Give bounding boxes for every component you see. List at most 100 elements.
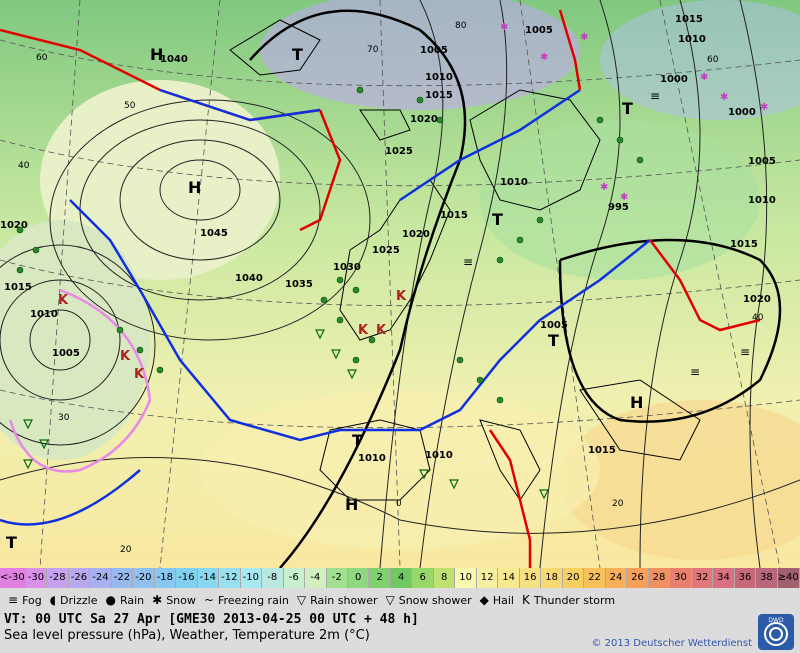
graticule-label: 50 — [124, 101, 136, 111]
legend-symbol-icon: ▽ — [385, 593, 395, 607]
temp-scale-cell: -8 — [262, 568, 284, 588]
legend-symbol-icon: ~ — [203, 593, 214, 607]
temp-scale-cell: 10 — [455, 568, 477, 588]
legend-symbol-icon: ✱ — [152, 593, 163, 607]
isobar-label: 1020 — [743, 294, 771, 305]
svg-text:≡: ≡ — [463, 255, 473, 269]
legend-item: ≡ Fog — [8, 593, 42, 607]
isobar-label: 1015 — [730, 239, 758, 250]
isobar-label: 1015 — [588, 445, 616, 456]
isobar-label: 1030 — [333, 262, 361, 273]
temp-scale-cell: 2 — [369, 568, 391, 588]
valid-time: VT: 00 UTC Sa 27 Apr [GME30 2013-04-25 0… — [4, 612, 419, 627]
isobar-label: 1015 — [425, 90, 453, 101]
svg-text:K: K — [358, 323, 369, 338]
isobar-label: 1010 — [500, 177, 528, 188]
isobar-label: 1005 — [748, 156, 776, 167]
temp-scale-cell: 36 — [734, 568, 757, 588]
isobar-label: 1000 — [728, 107, 756, 118]
legend-symbol-icon: ◆ — [479, 593, 489, 607]
temp-scale-cell: 18 — [541, 568, 563, 588]
temp-scale-cell: 22 — [584, 568, 606, 588]
legend-label: Rain shower — [310, 593, 378, 607]
svg-text:K: K — [396, 289, 407, 304]
graticule-label: 60 — [707, 55, 719, 65]
isobar-label: 1005 — [525, 25, 553, 36]
temp-scale-cell: ≥40 °C — [777, 568, 800, 603]
low-pressure-label: T — [352, 431, 363, 450]
map-footer: VT: 00 UTC Sa 27 Apr [GME30 2013-04-25 0… — [0, 612, 800, 653]
legend-item: ~ Freezing rain — [204, 593, 289, 607]
isobar-label: 1005 — [52, 348, 80, 359]
legend-symbol-icon: ● — [105, 593, 116, 607]
low-pressure-label: T — [548, 331, 559, 350]
high-pressure-label: H — [345, 495, 358, 514]
temp-scale-cell: 6 — [412, 568, 434, 588]
legend-label: Snow shower — [398, 593, 472, 607]
isobar-label: 1045 — [200, 228, 228, 239]
legend-label: Snow — [166, 593, 196, 607]
temp-scale-cell: 34 — [713, 568, 735, 588]
isobar-label: 1010 — [425, 450, 453, 461]
temp-scale-cell: -14 — [197, 568, 220, 588]
temp-scale-cell: 26 — [627, 568, 649, 588]
legend-label: Drizzle — [60, 593, 98, 607]
svg-text:≡: ≡ — [650, 89, 660, 103]
legend-item: ▽ Snow shower — [385, 593, 471, 607]
isobar-label: 1040 — [160, 54, 188, 65]
logo-text: DWD — [768, 617, 784, 624]
legend-symbol-icon: K — [521, 593, 530, 607]
isobar-label: 1020 — [410, 114, 438, 125]
legend-label: Fog — [22, 593, 42, 607]
temp-scale-cell: -24 — [90, 568, 112, 588]
svg-text:K: K — [58, 293, 69, 308]
svg-text:✱: ✱ — [760, 102, 768, 113]
weather-legend: ≡ Fog ◖ Drizzle ● Rain ✱ Snow ~ Freezing rain ▽ Rai… — [0, 588, 800, 612]
low-pressure-label: T — [622, 99, 633, 118]
temp-scale-cell: -28 — [47, 568, 69, 588]
graticule-label: 40 — [18, 161, 30, 171]
legend-item: ✱ Snow — [152, 593, 196, 607]
legend-item: ● Rain — [105, 593, 144, 607]
temp-scale-cell: -4 — [305, 568, 327, 588]
svg-text:✱: ✱ — [500, 22, 508, 33]
isobar-label: 1015 — [675, 14, 703, 25]
high-pressure-label: H — [188, 178, 201, 197]
legend-symbol-icon: ≡ — [8, 593, 19, 607]
svg-text:✱: ✱ — [620, 192, 628, 203]
legend-label: Rain — [119, 593, 145, 607]
isobar-label: 1020 — [402, 229, 430, 240]
low-pressure-label: T — [492, 210, 503, 229]
graticule-label: 80 — [455, 21, 467, 31]
temp-scale-cell: <-30 — [0, 568, 26, 588]
high-pressure-label: H — [630, 393, 643, 412]
isobar-label: 1010 — [678, 34, 706, 45]
isobar-label: 1035 — [285, 279, 313, 290]
svg-text:≡: ≡ — [740, 345, 750, 359]
legend-label: Freezing rain — [217, 593, 289, 607]
temp-scale-cell: 24 — [605, 568, 628, 588]
isobar-label: 1000 — [660, 74, 688, 85]
legend-item: ▽ Rain shower — [297, 593, 378, 607]
graticule-label: 30 — [58, 413, 70, 423]
graticule-label: 20 — [612, 499, 624, 509]
temp-scale-cell: -22 — [111, 568, 134, 588]
low-pressure-label: T — [292, 45, 303, 64]
legend-item: K Thunder storm — [522, 593, 615, 607]
svg-text:≡: ≡ — [690, 365, 700, 379]
weather-map: H H H H T T T T T T 1040 1045 1040 1035 … — [0, 0, 800, 568]
temp-scale-cell: 12 — [476, 568, 499, 588]
graticule-label: 70 — [367, 45, 379, 55]
isobar-label: 1010 — [358, 453, 386, 464]
svg-text:✱: ✱ — [700, 72, 708, 83]
temp-scale-cell: -6 — [283, 568, 306, 588]
temp-scale-cell: -18 — [154, 568, 177, 588]
svg-text:K: K — [134, 367, 145, 382]
temp-scale-cell: 4 — [390, 568, 413, 588]
isobar-label: 1015 — [440, 210, 468, 221]
isobar-label: 1025 — [372, 245, 400, 256]
legend-symbol-icon: ◖ — [49, 593, 57, 607]
map-subtitle: Sea level pressure (hPa), Weather, Tempe… — [4, 628, 370, 643]
temp-scale-cell: 16 — [519, 568, 542, 588]
svg-text:K: K — [120, 349, 131, 364]
